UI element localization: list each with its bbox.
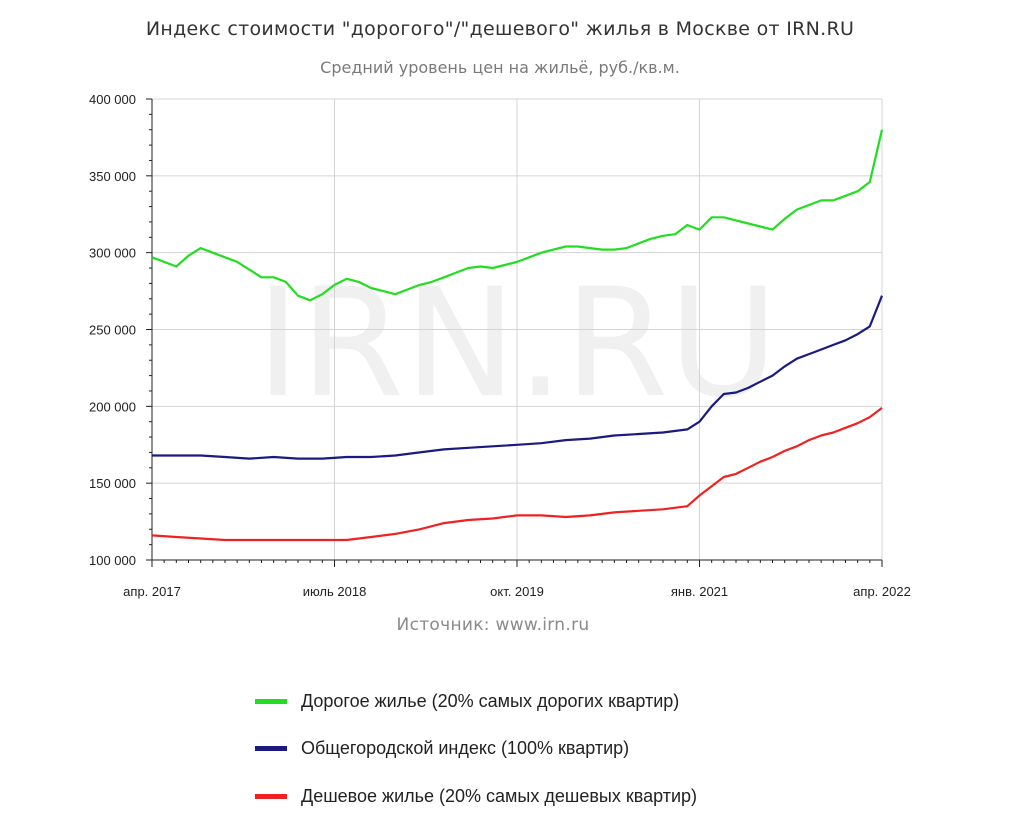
y-tick-label: 150 000 bbox=[89, 476, 136, 491]
x-tick-label: окт. 2019 bbox=[490, 584, 544, 599]
y-tick-label: 100 000 bbox=[89, 553, 136, 568]
legend-swatch-cheap bbox=[255, 793, 287, 799]
source-note: Источник: www.irn.ru bbox=[396, 615, 590, 635]
y-tick-label: 300 000 bbox=[89, 246, 136, 261]
y-tick-label: 250 000 bbox=[89, 323, 136, 338]
legend-item-cheap: Дешевое жилье (20% самых дешевых квартир… bbox=[255, 784, 697, 808]
x-tick-label: янв. 2021 bbox=[671, 584, 728, 599]
grid bbox=[151, 98, 883, 561]
legend-item-expensive: Дорогое жилье (20% самых дорогих квартир… bbox=[255, 689, 679, 713]
x-tick-label: апр. 2017 bbox=[123, 584, 181, 599]
chart-title: Индекс стоимости "дорогого"/"дешевого" ж… bbox=[145, 18, 855, 40]
axes: 100 000 150 000 200 000 250 000 300 000 350 0… bbox=[89, 92, 911, 599]
legend-swatch-citywide bbox=[255, 745, 287, 751]
series-lines bbox=[151, 129, 884, 542]
legend-label-expensive: Дорогое жилье (20% самых дорогих квартир… bbox=[301, 690, 680, 711]
y-tick-label: 400 000 bbox=[89, 92, 136, 107]
series-line-expensive bbox=[151, 129, 884, 302]
series-line-cheap bbox=[151, 407, 883, 542]
legend-label-cheap: Дешевое жилье (20% самых дешевых квартир… bbox=[301, 785, 697, 806]
series-line-citywide bbox=[152, 295, 884, 460]
legend-item-citywide: Общегородской индекс (100% квартир) bbox=[255, 736, 629, 760]
y-tick-label: 200 000 bbox=[89, 399, 136, 414]
legend-label-citywide: Общегородской индекс (100% квартир) bbox=[301, 737, 630, 758]
chart-subtitle: Средний уровень цен на жильё, руб./кв.м. bbox=[320, 58, 680, 77]
x-tick-label: июль 2018 bbox=[303, 584, 367, 599]
legend-swatch-expensive bbox=[255, 698, 287, 704]
y-tick-label: 350 000 bbox=[89, 169, 136, 184]
x-tick-label: апр. 2022 bbox=[853, 584, 911, 599]
